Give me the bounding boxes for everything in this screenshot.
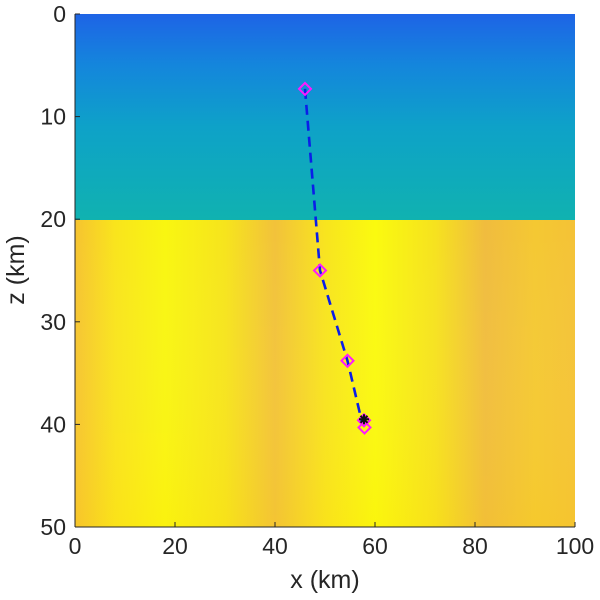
- diamond-marker: [357, 420, 372, 435]
- y-ticks: 0 10 20 30 40 50: [40, 1, 80, 540]
- x-ticks: 0 20 40 60 80 100: [69, 522, 594, 559]
- x-tick-label: 0: [69, 533, 82, 559]
- lower-layer-shade: [75, 220, 575, 527]
- ray-path-line: [303, 88, 364, 425]
- upper-dark-lobe-1: [142, 14, 382, 109]
- x-axis-label: x (km): [290, 566, 359, 594]
- x-tick-label: 100: [556, 533, 594, 559]
- y-axis-label: z (km): [2, 235, 30, 304]
- upper-dark-lobe-2: [402, 14, 575, 104]
- x-tick-label: 40: [262, 533, 288, 559]
- y-tick-label: 30: [40, 309, 66, 335]
- diamond-marker: [312, 263, 328, 278]
- diamond-marker: [340, 353, 355, 369]
- x-tick-label: 20: [162, 533, 188, 559]
- x-tick-label: 80: [462, 533, 488, 559]
- diamond-marker: [297, 81, 313, 97]
- y-tick-label: 0: [53, 1, 66, 27]
- x-tick-label: 60: [362, 533, 388, 559]
- ray-path-layer: [297, 81, 372, 435]
- y-tick-label: 10: [40, 104, 66, 130]
- y-tick-label: 20: [40, 206, 66, 232]
- asterisk-marker: [359, 414, 369, 425]
- velocity-heatmap: [75, 14, 575, 527]
- y-tick-label: 50: [40, 514, 66, 540]
- y-tick-label: 40: [40, 411, 66, 437]
